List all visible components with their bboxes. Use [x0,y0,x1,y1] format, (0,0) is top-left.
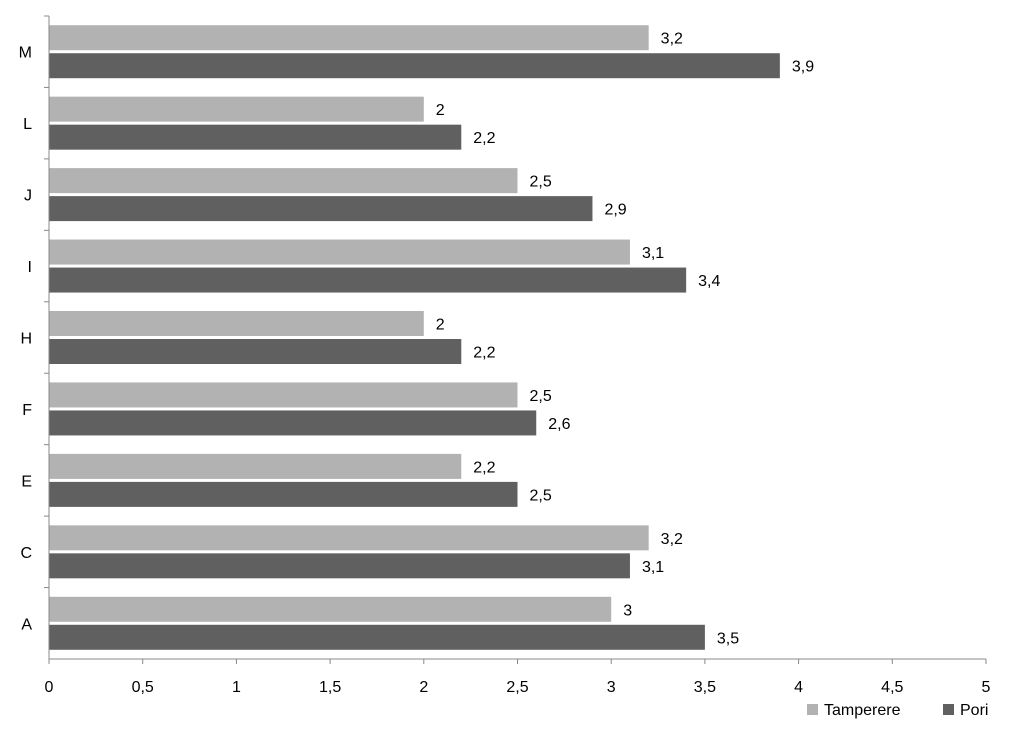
bar-pori-J [49,196,593,222]
data-label-tamperere-E: 2,2 [473,459,495,476]
y-tick-label-E: E [21,473,32,490]
bars-layer [49,25,780,650]
bar-pori-L [49,124,462,150]
x-tick-label: 2,5 [506,679,528,696]
data-label-tamperere-H: 2 [436,317,445,334]
data-label-pori-E: 2,5 [530,487,552,504]
data-label-pori-J: 2,9 [604,202,626,219]
data-label-pori-F: 2,6 [548,416,570,433]
x-tick-label: 5 [982,679,991,696]
data-label-pori-H: 2,2 [473,345,495,362]
bar-tamperere-A [49,596,612,622]
x-tick-label: 3 [607,679,616,696]
bar-tamperere-J [49,168,518,194]
legend-label-pori: Pori [960,702,988,719]
data-label-tamperere-I: 3,1 [642,245,664,262]
y-tick-label-M: M [19,45,32,62]
bar-pori-M [49,53,780,79]
data-label-pori-A: 3,5 [717,630,739,647]
bar-pori-E [49,481,518,507]
y-tick-label-I: I [28,259,32,276]
value-labels-layer: 3 3,5 3,2 3,1 2,2 2,5 2,5 2,6 2 2,2 3,1 3,4 2,5 2,9 2 2… [436,31,814,648]
x-tick-label: 0 [45,679,54,696]
bar-pori-I [49,267,687,293]
y-tick-label-F: F [22,402,32,419]
bar-tamperere-M [49,25,649,51]
x-tick-label: 2 [419,679,428,696]
x-tick-label: 0,5 [132,679,154,696]
y-tick-label-H: H [20,331,32,348]
x-tick-label: 1 [232,679,241,696]
bar-tamperere-I [49,239,630,265]
data-label-tamperere-F: 2,5 [530,388,552,405]
data-label-tamperere-M: 3,2 [661,31,683,48]
bar-tamperere-L [49,96,424,122]
bar-pori-F [49,410,537,436]
legend: Tamperere Pori [807,702,988,719]
bar-tamperere-E [49,453,462,479]
bar-tamperere-H [49,311,424,336]
x-tick-label: 4,5 [881,679,903,696]
legend-swatch-pori [943,704,954,715]
x-tick-label: 1,5 [319,679,341,696]
data-label-tamperere-L: 2 [436,102,445,119]
data-label-pori-M: 3,9 [792,59,814,76]
data-label-pori-L: 2,2 [473,130,495,147]
bar-tamperere-C [49,525,649,551]
x-tick-label: 4 [794,679,803,696]
bar-tamperere-F [49,382,518,408]
data-label-tamperere-A: 3 [623,602,632,619]
x-tick-label: 3,5 [694,679,716,696]
data-label-tamperere-C: 3,2 [661,531,683,548]
data-label-pori-C: 3,1 [642,559,664,576]
bar-pori-C [49,553,630,579]
legend-swatch-tamperere [807,704,818,715]
y-tick-label-C: C [20,545,32,562]
data-label-tamperere-J: 2,5 [530,174,552,191]
data-label-pori-I: 3,4 [698,273,720,290]
y-tick-label-A: A [21,616,32,633]
y-tick-label-L: L [23,116,32,133]
axes-layer: A C E F H I J L M 0 0,5 1 1,5 2 2,5 3 3,5 4 4,5 5 [19,15,991,696]
bar-pori-A [49,624,705,650]
bar-pori-H [49,339,462,364]
y-tick-label-J: J [24,188,32,205]
legend-label-tamperere: Tamperere [824,702,901,719]
